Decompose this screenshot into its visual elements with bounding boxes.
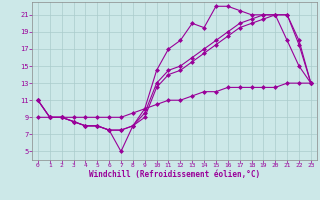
X-axis label: Windchill (Refroidissement éolien,°C): Windchill (Refroidissement éolien,°C) bbox=[89, 170, 260, 179]
